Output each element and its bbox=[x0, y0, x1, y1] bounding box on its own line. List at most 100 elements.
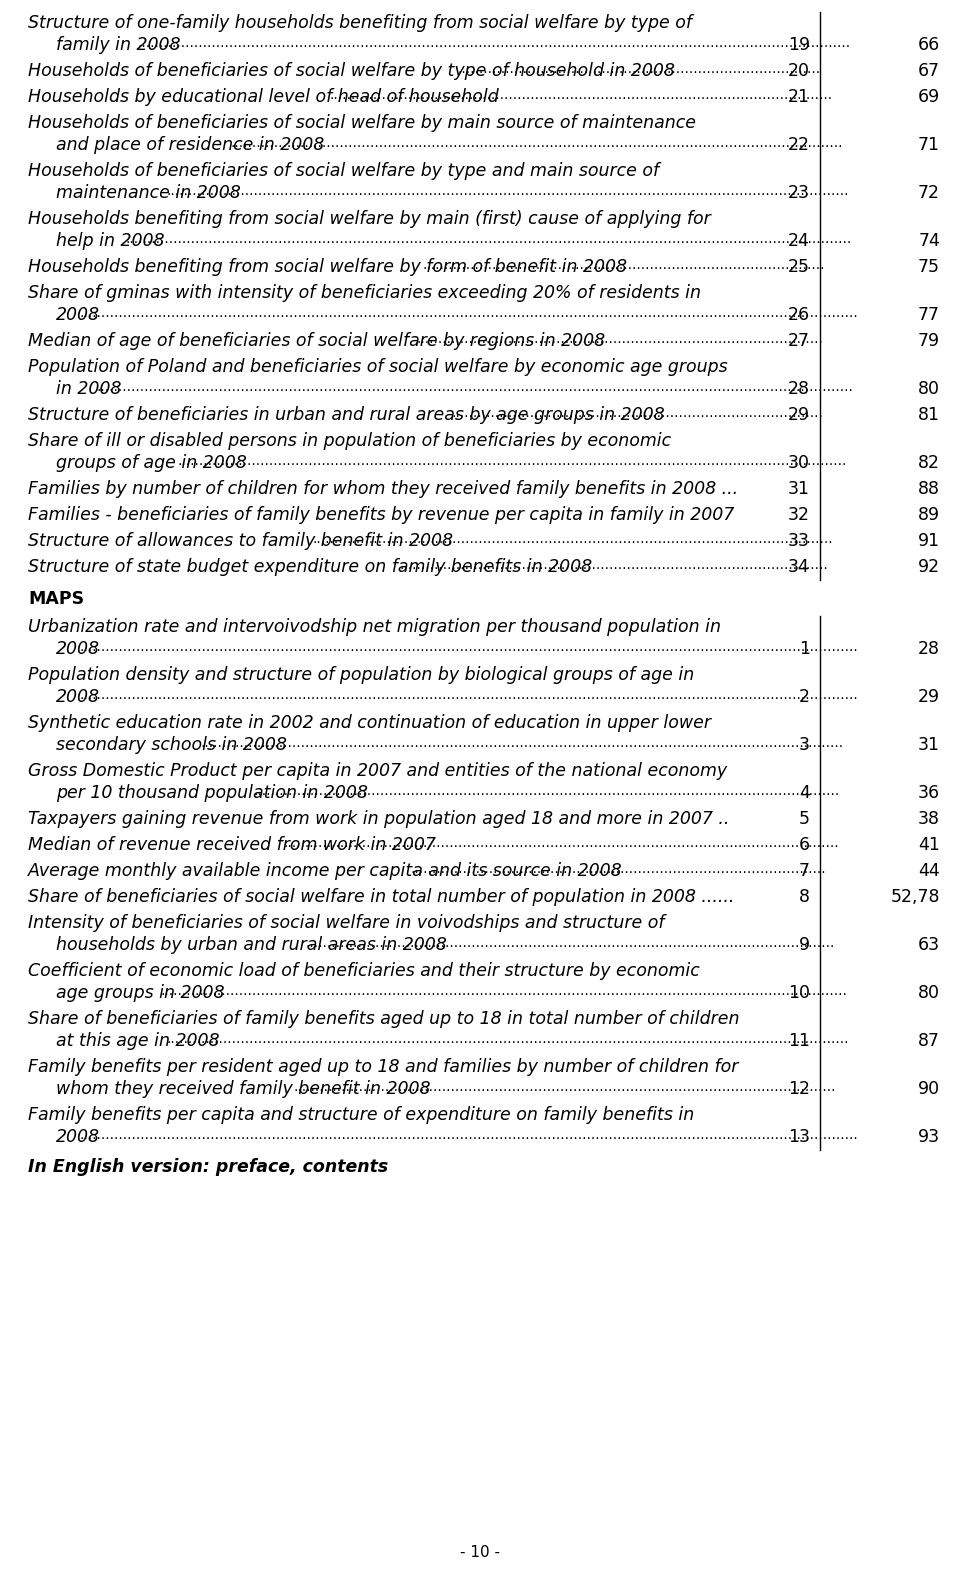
Text: 66: 66 bbox=[918, 36, 940, 53]
Text: ................................................................................: ........................................… bbox=[137, 36, 851, 50]
Text: ................................................................................: ........................................… bbox=[79, 640, 858, 654]
Text: 13: 13 bbox=[788, 1128, 810, 1147]
Text: 11: 11 bbox=[788, 1032, 810, 1051]
Text: 26: 26 bbox=[788, 307, 810, 324]
Text: Family benefits per resident aged up to 18 and families by number of children fo: Family benefits per resident aged up to … bbox=[28, 1059, 738, 1076]
Text: 2008: 2008 bbox=[56, 1128, 100, 1147]
Text: 32: 32 bbox=[788, 507, 810, 524]
Text: 2008: 2008 bbox=[56, 307, 100, 324]
Text: Median of age of beneficiaries of social welfare by regions in 2008: Median of age of beneficiaries of social… bbox=[28, 332, 605, 351]
Text: in 2008: in 2008 bbox=[56, 381, 121, 398]
Text: 31: 31 bbox=[918, 736, 940, 753]
Text: Intensity of beneficiaries of social welfare in voivodships and structure of: Intensity of beneficiaries of social wel… bbox=[28, 914, 664, 931]
Text: 2: 2 bbox=[799, 687, 810, 706]
Text: 7: 7 bbox=[799, 862, 810, 879]
Text: 91: 91 bbox=[918, 532, 940, 551]
Text: Households benefiting from social welfare by form of benefit in 2008: Households benefiting from social welfar… bbox=[28, 258, 627, 275]
Text: 38: 38 bbox=[918, 810, 940, 827]
Text: ................................................................................: ........................................… bbox=[422, 258, 825, 272]
Text: ................................................................................: ........................................… bbox=[312, 532, 833, 546]
Text: 10: 10 bbox=[788, 985, 810, 1002]
Text: 29: 29 bbox=[918, 687, 940, 706]
Text: groups of age in 2008: groups of age in 2008 bbox=[56, 455, 247, 472]
Text: Population of Poland and beneficiaries of social welfare by economic age groups: Population of Poland and beneficiaries o… bbox=[28, 359, 728, 376]
Text: ................................................................................: ........................................… bbox=[305, 936, 835, 950]
Text: help in 2008: help in 2008 bbox=[56, 231, 164, 250]
Text: 20: 20 bbox=[788, 61, 810, 80]
Text: 22: 22 bbox=[788, 135, 810, 154]
Text: 9: 9 bbox=[799, 936, 810, 953]
Text: 29: 29 bbox=[788, 406, 810, 425]
Text: Family benefits per capita and structure of expenditure on family benefits in: Family benefits per capita and structure… bbox=[28, 1106, 694, 1125]
Text: ................................................................................: ........................................… bbox=[399, 558, 828, 573]
Text: 28: 28 bbox=[918, 640, 940, 658]
Text: In English version: preface, contents: In English version: preface, contents bbox=[28, 1158, 388, 1177]
Text: 23: 23 bbox=[788, 184, 810, 201]
Text: ................................................................................: ........................................… bbox=[230, 135, 843, 149]
Text: Taxpayers gaining revenue from work in population aged 18 and more in 2007 ..: Taxpayers gaining revenue from work in p… bbox=[28, 810, 730, 827]
Text: Median of revenue received from work in 2007: Median of revenue received from work in … bbox=[28, 835, 436, 854]
Text: ................................................................................: ........................................… bbox=[451, 406, 824, 420]
Text: 2008: 2008 bbox=[56, 640, 100, 658]
Text: 1: 1 bbox=[799, 640, 810, 658]
Text: Structure of one-family households benefiting from social welfare by type of: Structure of one-family households benef… bbox=[28, 14, 692, 31]
Text: 67: 67 bbox=[918, 61, 940, 80]
Text: Share of beneficiaries of family benefits aged up to 18 in total number of child: Share of beneficiaries of family benefit… bbox=[28, 1010, 739, 1029]
Text: ................................................................................: ........................................… bbox=[79, 307, 858, 319]
Text: Households of beneficiaries of social welfare by type and main source of: Households of beneficiaries of social we… bbox=[28, 162, 660, 179]
Text: 34: 34 bbox=[788, 558, 810, 576]
Text: 80: 80 bbox=[918, 381, 940, 398]
Text: 88: 88 bbox=[918, 480, 940, 499]
Text: age groups in 2008: age groups in 2008 bbox=[56, 985, 225, 1002]
Text: ................................................................................: ........................................… bbox=[253, 783, 839, 798]
Text: 31: 31 bbox=[788, 480, 810, 499]
Text: 8: 8 bbox=[799, 889, 810, 906]
Text: Households benefiting from social welfare by main (first) cause of applying for: Households benefiting from social welfar… bbox=[28, 211, 710, 228]
Text: ................................................................................: ........................................… bbox=[178, 455, 847, 469]
Text: 44: 44 bbox=[919, 862, 940, 879]
Text: ................................................................................: ........................................… bbox=[79, 1128, 858, 1142]
Text: Share of beneficiaries of social welfare in total number of population in 2008 .: Share of beneficiaries of social welfare… bbox=[28, 889, 734, 906]
Text: MAPS: MAPS bbox=[28, 590, 84, 609]
Text: ................................................................................: ........................................… bbox=[283, 835, 839, 849]
Text: per 10 thousand population in 2008: per 10 thousand population in 2008 bbox=[56, 783, 368, 802]
Text: Households of beneficiaries of social welfare by main source of maintenance: Households of beneficiaries of social we… bbox=[28, 113, 696, 132]
Text: 90: 90 bbox=[918, 1081, 940, 1098]
Text: ................................................................................: ........................................… bbox=[79, 687, 858, 702]
Text: Structure of allowances to family benefit in 2008: Structure of allowances to family benefi… bbox=[28, 532, 453, 551]
Text: 69: 69 bbox=[918, 88, 940, 105]
Text: - 10 -: - 10 - bbox=[460, 1545, 500, 1560]
Text: 6: 6 bbox=[799, 835, 810, 854]
Text: 2008: 2008 bbox=[56, 687, 100, 706]
Text: 33: 33 bbox=[788, 532, 810, 551]
Text: Share of gminas with intensity of beneficiaries exceeding 20% of residents in: Share of gminas with intensity of benefi… bbox=[28, 285, 701, 302]
Text: 74: 74 bbox=[918, 231, 940, 250]
Text: 75: 75 bbox=[918, 258, 940, 275]
Text: and place of residence in 2008: and place of residence in 2008 bbox=[56, 135, 324, 154]
Text: 36: 36 bbox=[918, 783, 940, 802]
Text: 52,78: 52,78 bbox=[891, 889, 940, 906]
Text: Families - beneficiaries of family benefits by revenue per capita in family in 2: Families - beneficiaries of family benef… bbox=[28, 507, 734, 524]
Text: 82: 82 bbox=[918, 455, 940, 472]
Text: 12: 12 bbox=[788, 1081, 810, 1098]
Text: 72: 72 bbox=[918, 184, 940, 201]
Text: ................................................................................: ........................................… bbox=[294, 1081, 836, 1093]
Text: 41: 41 bbox=[918, 835, 940, 854]
Text: Households of beneficiaries of social welfare by type of household in 2008: Households of beneficiaries of social we… bbox=[28, 61, 675, 80]
Text: whom they received family benefit in 2008: whom they received family benefit in 200… bbox=[56, 1081, 430, 1098]
Text: 92: 92 bbox=[918, 558, 940, 576]
Text: Average monthly available income per capita and its source in 2008: Average monthly available income per cap… bbox=[28, 862, 623, 879]
Text: 4: 4 bbox=[799, 783, 810, 802]
Text: 93: 93 bbox=[918, 1128, 940, 1147]
Text: 87: 87 bbox=[918, 1032, 940, 1051]
Text: at this age in 2008: at this age in 2008 bbox=[56, 1032, 220, 1051]
Text: ................................................................................: ........................................… bbox=[97, 381, 853, 393]
Text: 30: 30 bbox=[788, 455, 810, 472]
Text: Families by number of children for whom they received family benefits in 2008 ..: Families by number of children for whom … bbox=[28, 480, 738, 499]
Text: 27: 27 bbox=[788, 332, 810, 351]
Text: 5: 5 bbox=[799, 810, 810, 827]
Text: ................................................................................: ........................................… bbox=[457, 61, 821, 76]
Text: 63: 63 bbox=[918, 936, 940, 953]
Text: 19: 19 bbox=[788, 36, 810, 53]
Text: ................................................................................: ........................................… bbox=[166, 1032, 849, 1046]
